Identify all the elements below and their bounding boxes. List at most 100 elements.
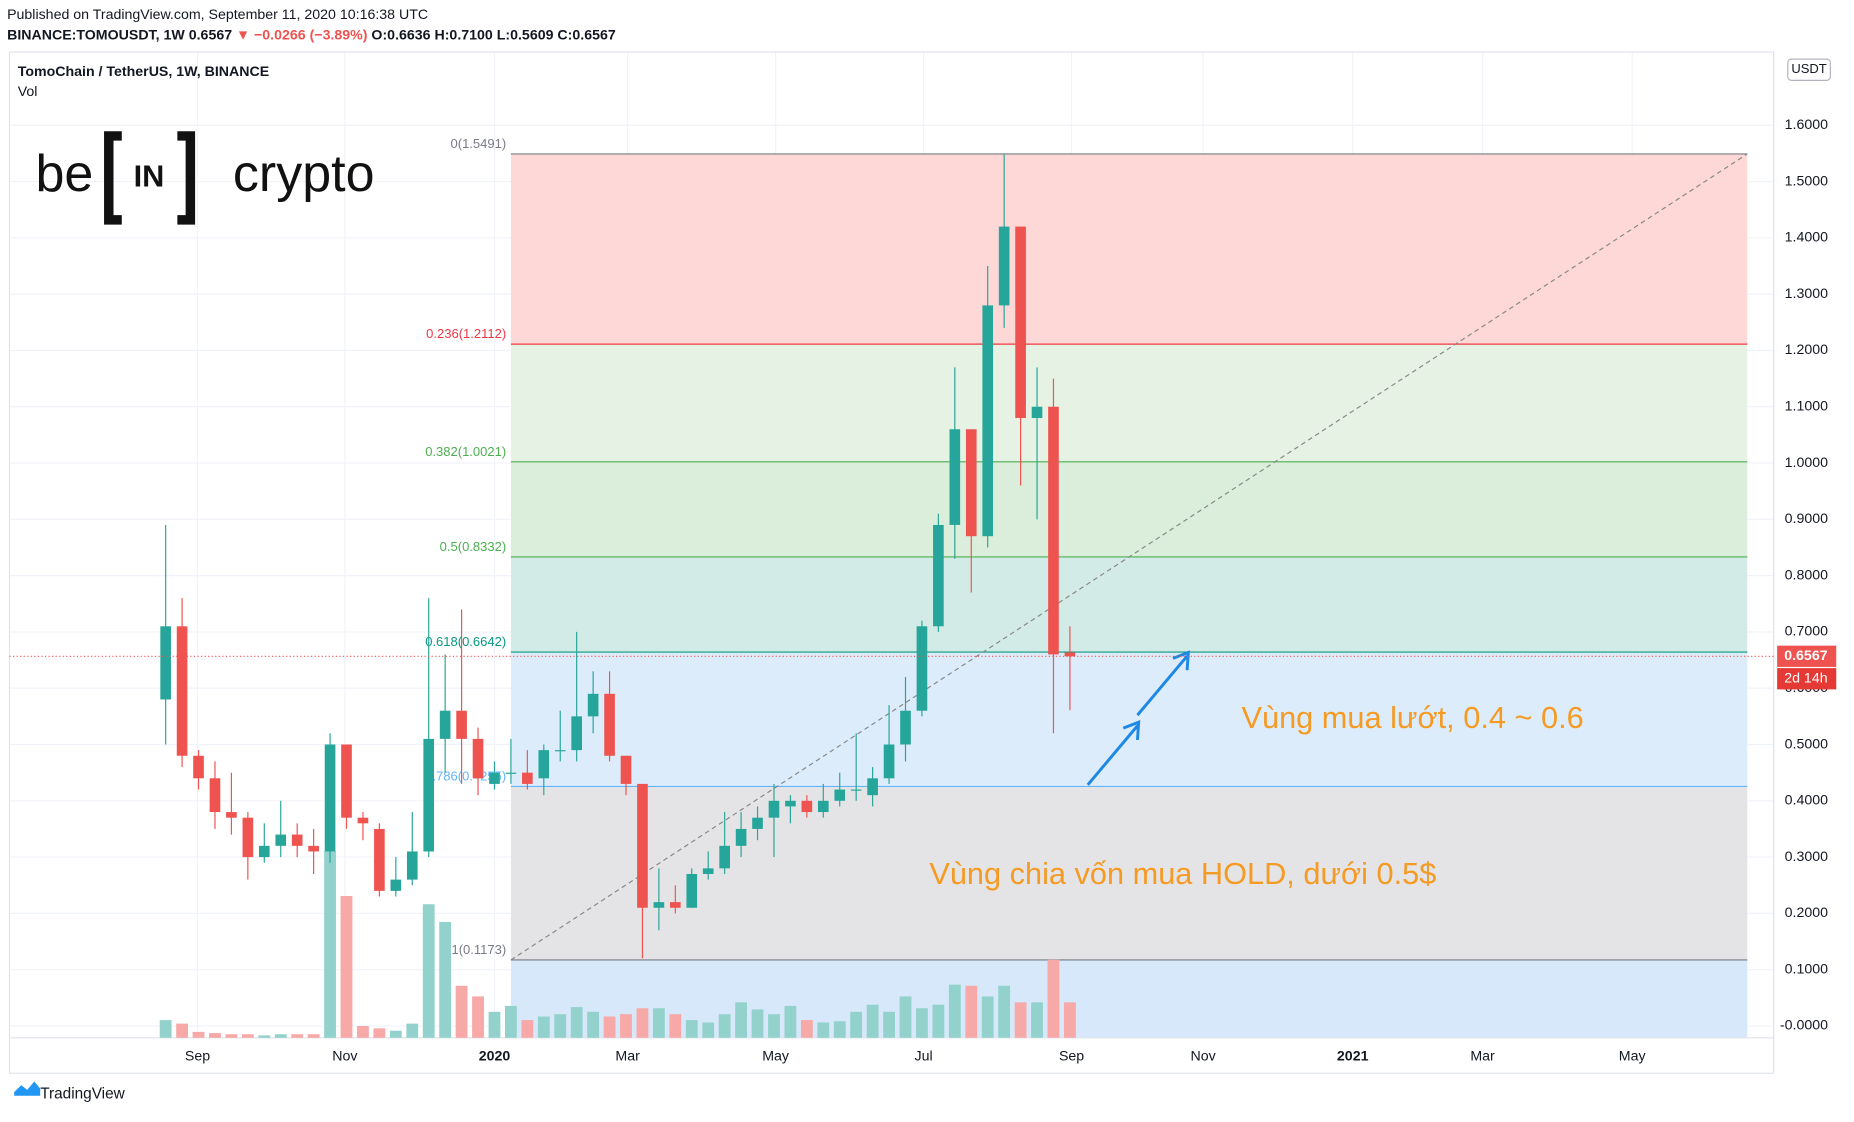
volume-bar xyxy=(357,1025,369,1038)
volume-bar xyxy=(620,1014,632,1038)
volume-bar xyxy=(274,1034,287,1038)
candle-body xyxy=(867,778,878,796)
x-tick-label: 2020 xyxy=(479,1048,511,1064)
candle-body xyxy=(670,902,681,908)
candle-body xyxy=(817,800,829,813)
volume-bar xyxy=(899,996,912,1038)
price-label: 0.6567 xyxy=(1784,648,1827,664)
fib-label: 0.618(0.6642) xyxy=(425,634,506,649)
volume-bar xyxy=(751,1009,764,1038)
volume-bar xyxy=(209,1033,221,1038)
candle-body xyxy=(374,828,385,891)
y-tick-label: 0.1000 xyxy=(1785,961,1828,977)
volume-bar xyxy=(1047,959,1060,1038)
volume-bar xyxy=(800,1020,813,1038)
published: Published on TradingView.com, September … xyxy=(7,7,428,23)
candle-body xyxy=(423,738,435,852)
y-tick-label: 0.4000 xyxy=(1785,793,1828,809)
logo-right: crypto xyxy=(233,145,375,203)
candle-body xyxy=(538,750,550,779)
fib-zone xyxy=(510,461,1748,557)
candle-body xyxy=(587,693,599,717)
y-tick-label: 0.8000 xyxy=(1785,567,1828,583)
candle-body xyxy=(275,834,287,846)
currency: USDT xyxy=(1791,61,1826,76)
volume-bar xyxy=(948,984,961,1038)
change: ▼ −0.0266 (−3.89%) xyxy=(236,27,368,43)
y-tick-label: 0.5000 xyxy=(1785,736,1828,752)
volume-bar xyxy=(833,1021,846,1038)
candle-body xyxy=(768,800,780,818)
candle-body xyxy=(308,845,319,852)
y-tick-label: 0.9000 xyxy=(1785,511,1828,527)
volume-bar xyxy=(537,1016,550,1038)
y-tick-label: 1.0000 xyxy=(1785,455,1828,471)
volume-bar xyxy=(570,1007,583,1038)
volume-bar xyxy=(505,1005,517,1038)
volume-bar xyxy=(373,1028,386,1038)
volume-bar xyxy=(324,851,336,1038)
candle-body xyxy=(719,845,730,869)
candle-body xyxy=(949,429,961,525)
volume-bar xyxy=(636,1008,649,1038)
countdown: 2d 14h xyxy=(1784,670,1827,686)
fib-zone xyxy=(510,786,1748,960)
candle-body xyxy=(653,902,665,908)
y-tick-label: 0.2000 xyxy=(1785,905,1828,921)
candle-body xyxy=(620,755,632,784)
countdown-box xyxy=(1777,668,1837,690)
x-tick-label: May xyxy=(762,1048,790,1064)
arrows xyxy=(1086,650,1190,786)
volume-bar xyxy=(422,904,435,1038)
fib-zone xyxy=(510,153,1748,345)
candle-body xyxy=(456,710,467,739)
candle-body xyxy=(357,817,369,824)
candle-body xyxy=(801,800,813,813)
volume-bar xyxy=(652,1008,665,1038)
candle-body xyxy=(998,226,1010,306)
candle-body xyxy=(160,626,171,700)
volume-bar xyxy=(1064,1002,1076,1038)
candle-body xyxy=(390,879,402,891)
candle-body xyxy=(439,710,451,739)
candle-body xyxy=(406,851,418,880)
fib-label: 0.382(1.0021) xyxy=(425,444,506,459)
volume-label: Vol xyxy=(18,84,38,100)
candle-body xyxy=(883,744,895,779)
volume-bar xyxy=(735,1002,748,1038)
volume-bar xyxy=(603,1016,616,1038)
volume-bar xyxy=(406,1023,419,1038)
candle-body xyxy=(1064,652,1076,657)
chart-title: TomoChain / TetherUS, 1W, BINANCE xyxy=(18,64,269,80)
symbol: BINANCE:TOMOUSDT, 1W xyxy=(7,27,185,43)
y-tick-label: 0.7000 xyxy=(1785,624,1828,640)
y-tick-label: 1.6000 xyxy=(1785,117,1828,133)
fib-zone xyxy=(510,959,1748,1038)
x-tick-label: Nov xyxy=(1190,1048,1216,1064)
x-tick-label: Sep xyxy=(185,1048,210,1064)
candle-body xyxy=(291,834,303,846)
fib-label: 0.236(1.2112) xyxy=(426,326,506,341)
volume-bar xyxy=(669,1014,682,1038)
volume-bar xyxy=(685,1020,698,1038)
volume-bar xyxy=(455,985,468,1038)
y-tick-label: 1.5000 xyxy=(1785,173,1828,189)
fib-label: 1(0.1173) xyxy=(451,942,506,957)
volume-bar xyxy=(488,1011,501,1038)
volume-bar xyxy=(159,1020,172,1038)
high: H:0.7100 xyxy=(434,27,492,43)
low: L:0.5609 xyxy=(497,27,554,43)
candle-body xyxy=(900,710,911,745)
x-tick-label: 2021 xyxy=(1337,1048,1369,1064)
volume-bar xyxy=(866,1004,879,1038)
trend-line xyxy=(510,153,1748,961)
volume-bar xyxy=(587,1011,600,1038)
volume-bar xyxy=(439,921,452,1038)
x-tick-label: Mar xyxy=(1470,1048,1495,1064)
fib-label: 0(1.5491) xyxy=(451,136,507,151)
volume-bar xyxy=(1014,1002,1027,1038)
candle-body xyxy=(1048,406,1059,655)
y-tick-label: 0.3000 xyxy=(1785,849,1828,865)
